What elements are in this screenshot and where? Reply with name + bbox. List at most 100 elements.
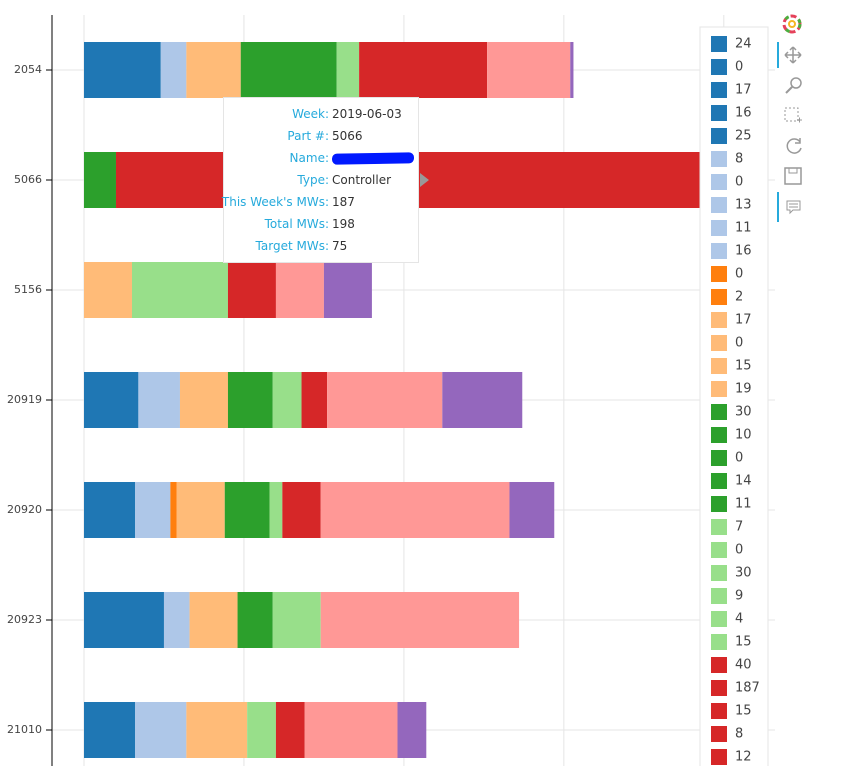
legend-swatch [711,289,727,305]
legend-swatch [711,496,727,512]
bar-segment [272,592,321,648]
bar-segment [275,702,305,758]
bar-segment [160,42,187,98]
legend-swatch [711,82,727,98]
tooltip-row: Type: Controller [224,173,420,189]
legend-label: 11 [735,221,752,236]
tooltip-label: Total MWs: [264,217,329,231]
bar-segment [247,702,276,758]
bar-segment [509,482,555,538]
bar-segment [176,482,225,538]
bar-segment [83,152,116,208]
tooltip-value: 187 [332,195,355,209]
legend: 24 0 17 16 25 8 0 13 11 16 0 2 17 0 15 19 30 10 0 14 11 7 0 30 9… [699,26,769,766]
legend-swatch [711,749,727,765]
legend-swatch [711,427,727,443]
bar-segment [282,482,321,538]
tooltip: Week: 2019-06-03 Part #: 5066 Name: Type: Cont… [221,97,420,263]
tooltip-value: 198 [332,217,355,231]
hover-tool[interactable] [786,200,801,215]
legend-swatch [711,335,727,351]
legend-label: 2 [735,290,743,305]
legend-swatch [711,381,727,397]
tooltip-label: Part #: [287,129,329,143]
legend-swatch [711,680,727,696]
tooltip-value: Controller [332,173,392,187]
plot: 2054506651562091920920209232101024017162… [7,15,775,766]
legend-swatch [711,542,727,558]
tooltip-value: 2019-06-03 [332,107,402,121]
tooltip-value: 75 [332,239,348,253]
bar-segment [320,592,520,648]
legend-label: 16 [735,106,752,121]
bar-segment [272,372,302,428]
legend-swatch [711,611,727,627]
bar-segment [179,372,228,428]
legend-box [699,26,769,766]
legend-swatch [711,128,727,144]
legend-label: 15 [735,635,752,650]
bar-segment [227,372,273,428]
legend-label: 15 [735,704,752,719]
y-tick-label: 5066 [14,173,42,186]
legend-swatch [711,703,727,719]
legend-label: 25 [735,129,752,144]
legend-label: 8 [735,152,743,167]
legend-swatch [711,473,727,489]
legend-label: 7 [735,520,743,535]
pan-tool[interactable] [784,46,802,64]
save-tool[interactable] [784,167,802,185]
legend-swatch [711,657,727,673]
tooltip-value: 5066 [332,129,363,143]
y-tick-label: 5156 [14,283,42,296]
bokeh-logo[interactable] [782,14,802,34]
bar-segment [83,372,139,428]
legend-label: 19 [735,382,752,397]
bar-segment [323,262,372,318]
legend-swatch [711,36,727,52]
y-tick-label: 20923 [7,613,42,626]
legend-swatch [711,266,727,282]
bar-segment [327,372,443,428]
legend-swatch [711,312,727,328]
bar-segment [131,262,228,318]
bar-segment [442,372,523,428]
box-zoom-tool[interactable] [784,107,802,123]
bar-segment [186,702,248,758]
tooltip-label: This Week's MWs: [221,195,329,209]
bar-segment [163,592,190,648]
bar-segment [320,482,510,538]
legend-label: 15 [735,359,752,374]
reset-tool[interactable] [786,138,802,154]
legend-label: 10 [735,428,752,443]
bar-segment [224,482,270,538]
bar-segment [275,262,324,318]
legend-label: 12 [735,750,752,765]
tooltip-row: Week: 2019-06-03 [224,107,420,123]
legend-label: 0 [735,336,743,351]
legend-swatch [711,565,727,581]
wheel-zoom-tool[interactable] [785,77,802,94]
tooltip-row: Name: [224,151,420,167]
bar-segment [269,482,283,538]
legend-label: 40 [735,658,752,673]
tooltip-row: Target MWs: 75 [224,239,420,255]
legend-label: 30 [735,405,752,420]
tooltip-label: Type: [297,173,329,187]
legend-swatch [711,358,727,374]
legend-swatch [711,174,727,190]
bar-segment [83,592,164,648]
bar-segment [83,262,132,318]
legend-swatch [711,105,727,121]
legend-label: 8 [735,727,743,742]
bar-segment [135,702,187,758]
bar-segment [570,42,574,98]
legend-swatch [711,220,727,236]
legend-swatch [711,450,727,466]
legend-label: 9 [735,589,743,604]
legend-label: 30 [735,566,752,581]
y-tick-label: 2054 [14,63,42,76]
tooltip-label: Week: [292,107,329,121]
legend-swatch [711,634,727,650]
